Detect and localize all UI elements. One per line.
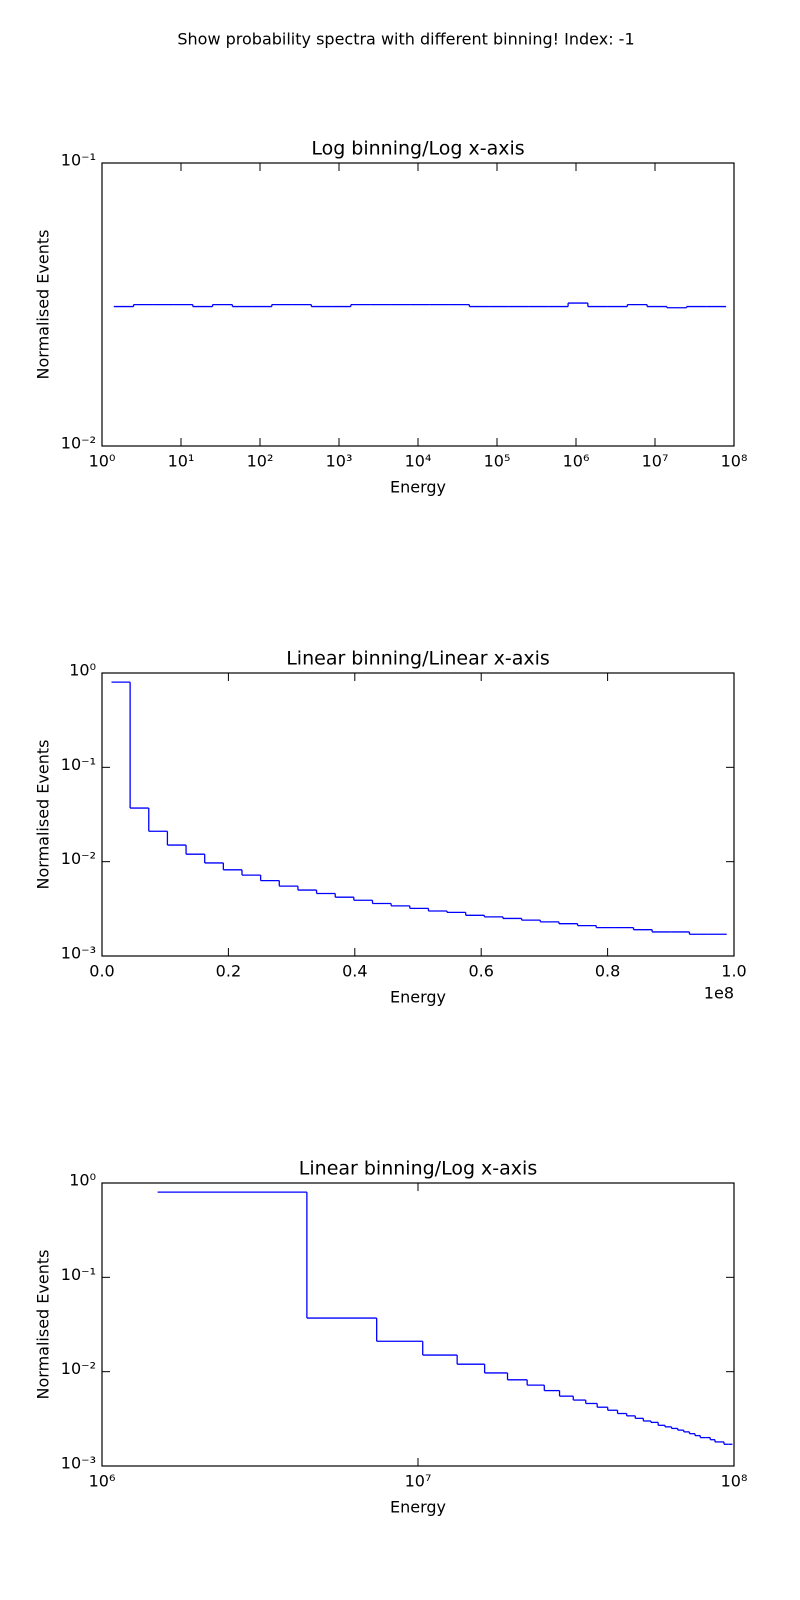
y-tick-label: 10⁻³	[61, 1454, 96, 1473]
x-tick-label: 10⁴	[405, 452, 432, 471]
x-axis-label: Energy	[390, 1498, 446, 1517]
x-tick-label: 1.0	[721, 962, 746, 981]
y-tick-label: 10⁻¹	[61, 755, 96, 774]
plot-title: Linear binning/Linear x-axis	[286, 648, 550, 670]
y-axis-label: Normalised Events	[34, 740, 53, 890]
x-tick-label: 10¹	[168, 452, 195, 471]
x-tick-label: 0.2	[216, 962, 241, 981]
y-tick-label: 10⁰	[69, 1171, 96, 1190]
x-offset-label: 1e8	[704, 984, 734, 1003]
y-tick-label: 10⁻¹	[61, 151, 96, 170]
figure-title: Show probability spectra with different …	[177, 30, 634, 49]
x-tick-label: 10⁷	[642, 452, 669, 471]
x-tick-label: 0.8	[595, 962, 620, 981]
x-tick-label: 10⁶	[89, 1472, 116, 1491]
x-axis-label: Energy	[390, 478, 446, 497]
y-tick-label: 10⁻²	[61, 849, 96, 868]
y-axis-label: Normalised Events	[34, 230, 53, 380]
x-tick-label: 10³	[326, 452, 353, 471]
x-tick-label: 10⁰	[89, 452, 116, 471]
y-tick-label: 10⁻¹	[61, 1265, 96, 1284]
x-tick-label: 10⁸	[721, 1472, 748, 1491]
y-tick-label: 10⁻²	[61, 1359, 96, 1378]
y-tick-label: 10⁻³	[61, 944, 96, 963]
plot-frame	[101, 1182, 735, 1467]
x-tick-label: 10⁷	[405, 1472, 432, 1491]
y-tick-label: 10⁰	[69, 661, 96, 680]
y-tick-label: 10⁻²	[61, 434, 96, 453]
y-axis-label: Normalised Events	[34, 1250, 53, 1400]
x-tick-label: 10⁵	[484, 452, 511, 471]
x-axis-label: Energy	[390, 988, 446, 1007]
x-tick-label: 0.4	[342, 962, 367, 981]
plot-frame	[101, 672, 735, 957]
x-tick-label: 10⁸	[721, 452, 748, 471]
plot-title: Linear binning/Log x-axis	[299, 1158, 537, 1180]
plot-title: Log binning/Log x-axis	[311, 138, 524, 160]
plot-frame	[101, 162, 735, 447]
x-tick-label: 10⁶	[563, 452, 590, 471]
x-tick-label: 10²	[247, 452, 274, 471]
x-tick-label: 0.6	[468, 962, 493, 981]
x-tick-label: 0.0	[89, 962, 114, 981]
